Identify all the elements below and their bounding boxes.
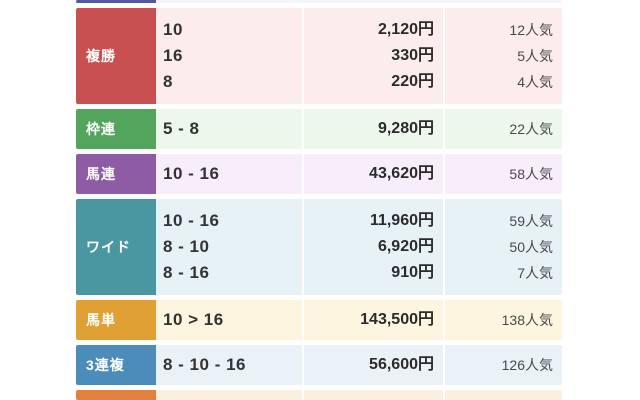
payout-value: 11,960円 [369, 212, 434, 229]
bet-type-label: 枠連 [76, 109, 156, 149]
popularity-column: 12人気 5人気 4人気 [443, 8, 562, 104]
combo-value: 8 - 10 - 16 [163, 355, 246, 374]
combo-column: 10 - 16 8 - 10 8 - 16 [156, 199, 302, 295]
payout-value: 43,620円 [369, 165, 434, 182]
combo-value: 10 [163, 20, 183, 39]
popularity-column [443, 390, 562, 400]
payout-value: 143,500円 [360, 311, 434, 328]
payout-value: 910円 [391, 264, 434, 281]
popularity-value: 12人気 [509, 22, 553, 38]
payout-value: 220円 [391, 73, 434, 90]
payout-row-tansho-partial [76, 0, 562, 3]
combo-value: 8 - 16 [163, 263, 210, 282]
bet-type-label-cell [76, 390, 156, 400]
popularity-value: 138人気 [501, 312, 553, 328]
popularity-value: 58人気 [509, 166, 553, 182]
bet-type-label: 馬連 [76, 154, 156, 194]
popularity-column: 22人気 [443, 109, 562, 149]
payout-row-umaren: 馬連 10 - 16 43,620円 58人気 [76, 154, 562, 194]
combo-column: 8 - 10 - 16 [156, 345, 302, 385]
bet-type-label: ワイド [76, 199, 156, 295]
bet-type-label-cell [76, 0, 156, 3]
combo-column [156, 390, 302, 400]
bet-type-label: 馬単 [76, 300, 156, 340]
combo-column: 10 > 16 [156, 300, 302, 340]
payout-row-sanrenpuku: 3連複 8 - 10 - 16 56,600円 126人気 [76, 345, 562, 385]
combo-value: 8 - 10 [163, 237, 210, 256]
payout-value: 330円 [391, 47, 434, 64]
combo-value: 16 [163, 46, 183, 65]
popularity-value: 7人気 [517, 265, 553, 281]
combo-column: 10 16 8 [156, 8, 302, 104]
payout-column [302, 390, 443, 400]
popularity-value: 22人気 [509, 121, 553, 137]
payout-column: 56,600円 [302, 345, 443, 385]
payout-row-sanrentan-partial [76, 390, 562, 400]
payout-row-wide: ワイド 10 - 16 8 - 10 8 - 16 11,960円 6,920円… [76, 199, 562, 295]
popularity-value: 59人気 [509, 213, 553, 229]
popularity-value: 4人気 [517, 74, 553, 90]
payout-value: 9,280円 [377, 120, 434, 137]
popularity-column: 138人気 [443, 300, 562, 340]
payout-column: 43,620円 [302, 154, 443, 194]
combo-value: 10 - 16 [163, 164, 220, 183]
popularity-value: 5人気 [517, 48, 553, 64]
bet-type-label: 3連複 [76, 345, 156, 385]
payout-row-wakuren: 枠連 5 - 8 9,280円 22人気 [76, 109, 562, 149]
payout-value: 6,920円 [377, 238, 434, 255]
payout-column: 143,500円 [302, 300, 443, 340]
payout-column: 11,960円 6,920円 910円 [302, 199, 443, 295]
combo-value: 5 - 8 [163, 119, 200, 138]
popularity-value: 126人気 [501, 357, 553, 373]
payout-value: 2,120円 [377, 21, 434, 38]
combo-value: 8 [163, 72, 173, 91]
popularity-column: 126人気 [443, 345, 562, 385]
race-payout-table: 複勝 10 16 8 2,120円 330円 220円 12人気 5人気 4人気… [76, 0, 562, 400]
combo-column: 5 - 8 [156, 109, 302, 149]
combo-column: 10 - 16 [156, 154, 302, 194]
combo-value: 10 > 16 [163, 310, 224, 329]
payout-column: 9,280円 [302, 109, 443, 149]
popularity-column: 58人気 [443, 154, 562, 194]
payout-column: 2,120円 330円 220円 [302, 8, 443, 104]
bet-type-label: 複勝 [76, 8, 156, 104]
payout-row-fukusho: 複勝 10 16 8 2,120円 330円 220円 12人気 5人気 4人気 [76, 8, 562, 104]
popularity-column: 59人気 50人気 7人気 [443, 199, 562, 295]
combo-value: 10 - 16 [163, 211, 220, 230]
payout-value: 56,600円 [369, 356, 434, 373]
popularity-value: 50人気 [509, 239, 553, 255]
payout-row-umatan: 馬単 10 > 16 143,500円 138人気 [76, 300, 562, 340]
